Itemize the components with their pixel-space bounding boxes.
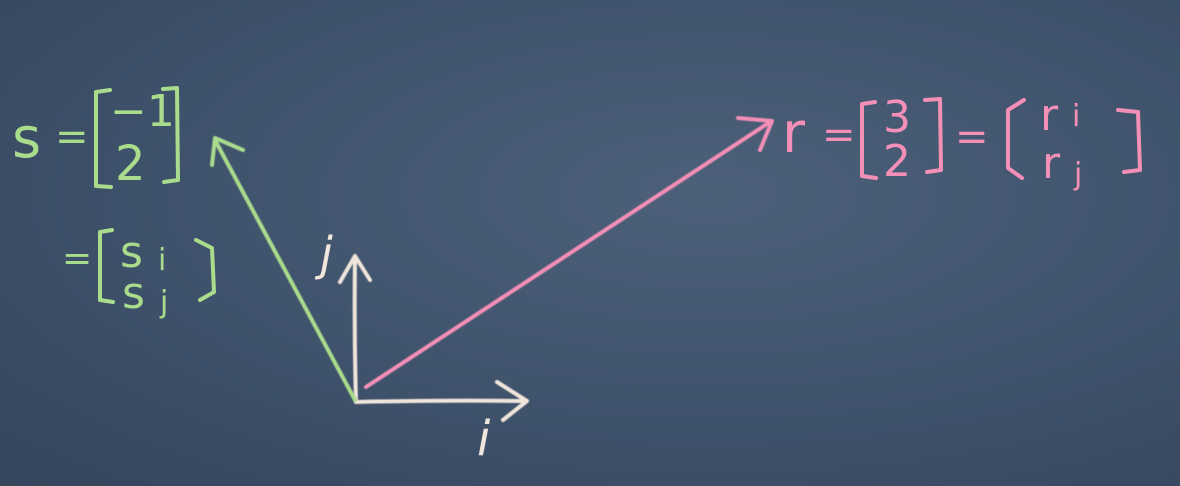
vector-s-component-x: −1 [110,86,175,137]
basis-j-arrowhead [338,254,372,284]
vector-s-arrow [210,136,357,402]
vector-s-arrowhead [210,136,245,167]
vector-s-right-bracket [161,86,180,184]
basis-i-arrow [354,398,527,404]
vector-r-symbolic-left-bracket [1006,98,1026,180]
vector-s-equals-2: = [62,238,92,279]
vector-r-symbol-i: r [1040,90,1059,141]
vector-s-left-bracket [94,88,113,189]
vector-r-symbolic-right-bracket [1116,108,1142,174]
vector-s-definition [94,86,216,304]
basis-i-label: i [477,411,491,467]
vector-r-equals-2: = [955,114,989,160]
vector-r-subscript-i: i [1072,99,1080,134]
vector-s-component-y: 2 [115,136,146,192]
vector-r-name: r [782,101,806,166]
basis-vectors [338,254,529,422]
vector-s-symbol-i: s [120,227,143,278]
vector-s-subscript-i: i [158,243,166,278]
vector-r-equals: = [822,112,856,158]
vector-r-symbol-j: r [1042,138,1061,189]
basis-i-arrowhead [495,380,529,422]
vector-s-name: s [12,106,41,171]
vector-s-symbolic-left-bracket [98,228,115,304]
vector-r-left-bracket [860,100,878,180]
vector-s-symbolic-right-bracket [194,238,216,302]
vector-r-definition [860,97,1142,180]
vector-s-symbol-j: s [122,268,145,319]
vector-r-component-y: 2 [883,136,911,187]
basis-j-arrow [352,256,358,404]
vector-r-right-bracket [923,97,943,174]
vector-s-line [214,140,357,402]
vector-r-arrow [364,116,774,389]
vector-s-subscript-j: j [159,285,168,320]
basis-j-label: j [314,227,333,281]
vector-s-equals: = [55,114,89,160]
vector-r-component-x: 3 [883,92,911,143]
vector-r-subscript-j: j [1073,157,1082,192]
vector-r-arrowhead [736,116,774,152]
vector-r-line [364,120,772,389]
